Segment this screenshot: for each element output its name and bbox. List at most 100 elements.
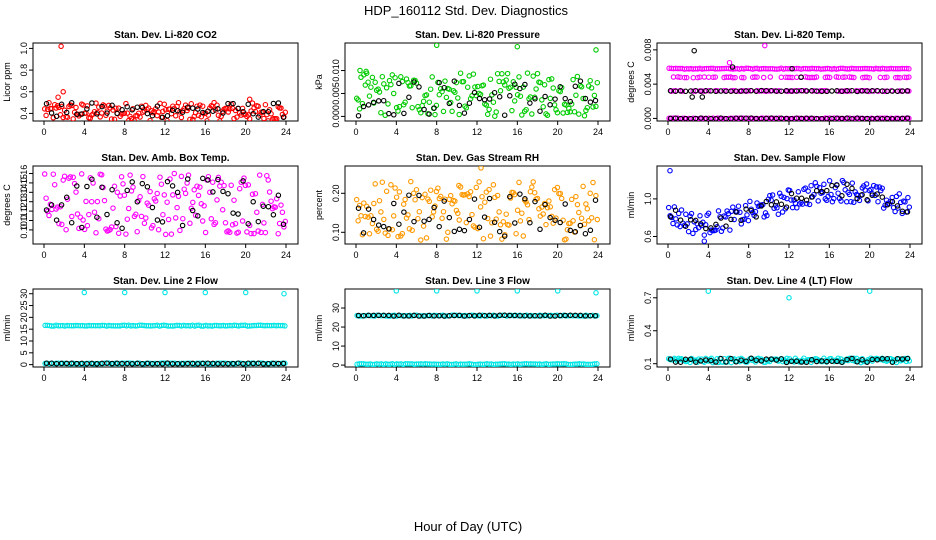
- point-hourly: [783, 88, 790, 94]
- point-hourly: [854, 359, 860, 365]
- point-all: [439, 215, 445, 222]
- y-tick-label: 0.005: [331, 82, 341, 105]
- point-all: [88, 198, 95, 205]
- point-hourly: [386, 312, 392, 319]
- point-hourly: [466, 216, 473, 223]
- point-hourly: [829, 182, 835, 189]
- point-hourly: [517, 85, 523, 92]
- point-all: [594, 216, 601, 223]
- x-tick-label: 24: [593, 250, 603, 260]
- point-hourly: [210, 189, 216, 195]
- x-tick-label: 8: [434, 373, 439, 383]
- point-all: [705, 210, 712, 217]
- point-all: [138, 213, 145, 220]
- point-all: [261, 115, 267, 121]
- y-tick-label: 0.11: [19, 212, 29, 229]
- point-hourly: [834, 115, 840, 121]
- point-all: [529, 184, 535, 190]
- point-all: [190, 116, 196, 121]
- point-all: [227, 229, 233, 236]
- point-all: [705, 74, 712, 80]
- point-hourly: [798, 115, 805, 121]
- x-tick-label: 4: [82, 250, 87, 260]
- point-all: [523, 199, 529, 205]
- point-all: [690, 74, 697, 81]
- point-hourly: [240, 178, 246, 184]
- point-hourly: [572, 229, 579, 235]
- x-tick-label: 16: [824, 250, 834, 260]
- x-tick-label: 12: [472, 127, 482, 137]
- point-all: [368, 213, 374, 219]
- point-hourly: [58, 202, 65, 208]
- point-hourly: [235, 360, 241, 366]
- point-hourly: [411, 218, 417, 225]
- point-hourly: [537, 313, 543, 319]
- point-hourly: [773, 199, 780, 205]
- x-tick-label: 0: [41, 373, 46, 383]
- point-all: [207, 189, 213, 196]
- point-all: [870, 182, 877, 189]
- point-all: [178, 173, 185, 180]
- point-all: [584, 104, 591, 111]
- point-all: [540, 104, 546, 110]
- point-hourly: [687, 115, 694, 121]
- point-all: [744, 359, 750, 365]
- point-hourly: [501, 312, 508, 319]
- point-hourly: [426, 216, 432, 223]
- point-hourly: [808, 115, 815, 121]
- point-hourly: [129, 107, 135, 113]
- point-hourly: [904, 209, 911, 215]
- point-all: [560, 110, 566, 116]
- point-all: [705, 88, 712, 94]
- y-tick-label: 0: [331, 363, 341, 368]
- point-hourly: [79, 224, 85, 231]
- point-all: [551, 102, 558, 108]
- point-hourly: [149, 360, 156, 367]
- point-all: [396, 103, 403, 110]
- point-all: [73, 104, 79, 111]
- point-all: [214, 197, 220, 203]
- point-hourly: [889, 198, 896, 205]
- point-hourly: [763, 198, 770, 205]
- x-tick-label: 24: [905, 373, 915, 383]
- point-hourly: [507, 312, 513, 319]
- point-hourly: [481, 214, 488, 220]
- point-all: [392, 74, 398, 81]
- point-hourly: [808, 194, 815, 200]
- point-all: [195, 192, 202, 199]
- x-tick-label: 20: [553, 250, 563, 260]
- point-hourly: [184, 176, 191, 182]
- point-all: [361, 200, 367, 206]
- point-all: [43, 112, 49, 119]
- point-all: [205, 173, 212, 180]
- point-all: [667, 167, 673, 174]
- point-all: [808, 182, 814, 189]
- point-hourly: [446, 100, 453, 107]
- point-all: [594, 79, 601, 86]
- point-all: [366, 231, 373, 237]
- point-all: [78, 171, 85, 177]
- point-all: [195, 112, 202, 119]
- point-hourly: [53, 113, 60, 120]
- point-all: [157, 174, 163, 180]
- point-hourly: [753, 115, 759, 121]
- point-all: [209, 179, 216, 185]
- point-hourly: [129, 179, 135, 185]
- point-all: [197, 184, 203, 190]
- point-hourly: [778, 356, 785, 362]
- point-all: [378, 209, 384, 215]
- point-all: [727, 227, 733, 233]
- y-tick-label: 0.4: [19, 107, 29, 120]
- point-all: [509, 107, 515, 114]
- point-hourly: [461, 227, 468, 234]
- point-hourly: [692, 87, 699, 94]
- x-tick-label: 16: [200, 373, 210, 383]
- point-hourly: [205, 360, 211, 366]
- point-hourly: [215, 176, 221, 183]
- point-hourly: [527, 219, 533, 226]
- point-hourly: [884, 88, 891, 95]
- point-all: [416, 208, 423, 215]
- point-all: [543, 221, 549, 228]
- x-tick-label: 0: [353, 373, 358, 383]
- x-tick-label: 4: [706, 127, 711, 137]
